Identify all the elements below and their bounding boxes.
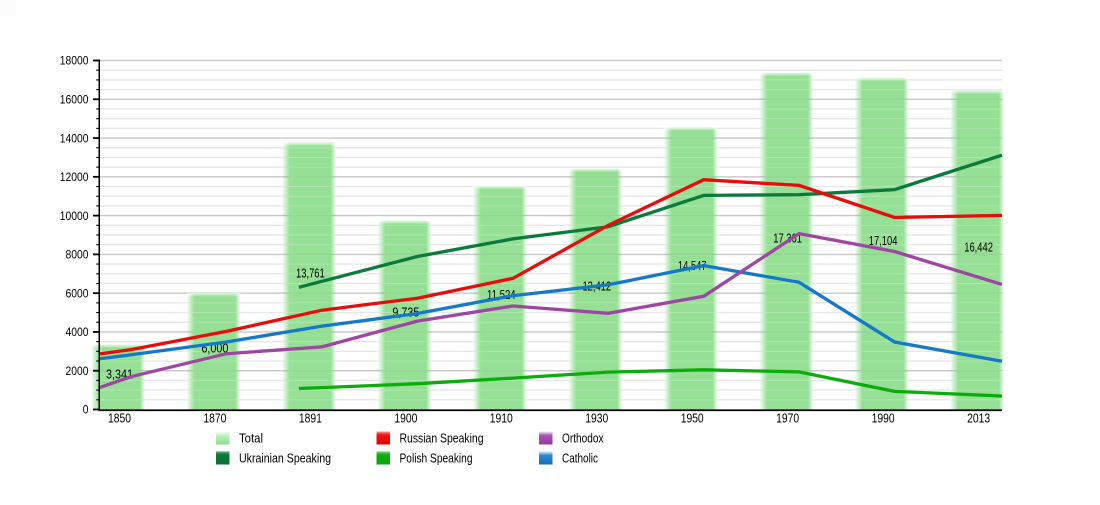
svg-text:1970: 1970 (776, 412, 799, 426)
svg-text:1930: 1930 (585, 412, 608, 426)
svg-text:2013: 2013 (967, 412, 990, 426)
svg-text:13,761: 13,761 (296, 266, 325, 280)
svg-text:Ukrainian Speaking: Ukrainian Speaking (239, 452, 331, 466)
svg-text:8000: 8000 (66, 250, 89, 262)
svg-text:6000: 6000 (66, 288, 89, 300)
svg-text:0: 0 (83, 405, 89, 417)
svg-text:10000: 10000 (60, 211, 89, 223)
svg-text:1850: 1850 (108, 412, 131, 426)
svg-text:14000: 14000 (60, 133, 89, 145)
svg-text:1950: 1950 (681, 412, 704, 426)
svg-text:1990: 1990 (872, 412, 895, 426)
svg-text:16,442: 16,442 (964, 240, 993, 254)
svg-text:Orthodox: Orthodox (562, 432, 604, 446)
svg-text:17,104: 17,104 (869, 234, 898, 248)
svg-text:Polish Speaking: Polish Speaking (400, 452, 473, 466)
svg-text:16000: 16000 (60, 95, 89, 107)
svg-text:1900: 1900 (394, 412, 417, 426)
svg-text:1870: 1870 (203, 412, 226, 426)
svg-text:Total: Total (239, 432, 263, 446)
svg-text:Russian Speaking: Russian Speaking (400, 432, 484, 446)
svg-text:Catholic: Catholic (562, 452, 598, 466)
svg-text:1910: 1910 (490, 412, 513, 426)
svg-text:12000: 12000 (60, 172, 89, 184)
svg-text:2000: 2000 (66, 366, 89, 378)
svg-text:4000: 4000 (66, 327, 89, 339)
svg-text:18000: 18000 (60, 56, 89, 68)
svg-text:1891: 1891 (299, 412, 322, 426)
